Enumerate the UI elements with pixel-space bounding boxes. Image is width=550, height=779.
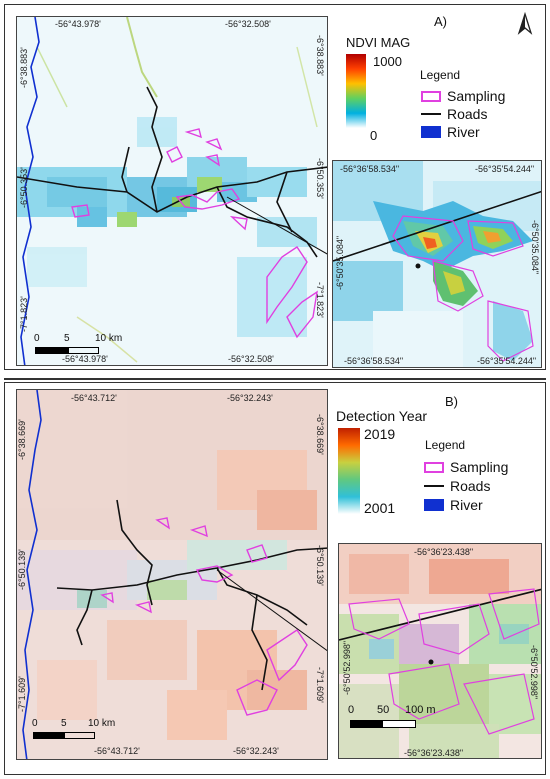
sampling-swatch [421, 90, 441, 102]
panel-a-label: A) [434, 14, 447, 29]
panel-b-legend-sampling: Sampling [424, 459, 508, 475]
panel-b-left-coord-1: -6°38.669' [17, 419, 27, 460]
panel-separator [4, 378, 546, 380]
panel-b-bottom-coord-1: -56°43.712' [94, 746, 140, 756]
panel-b-colorbar-title: Detection Year [336, 408, 428, 424]
panel-b-right-coord-2: -6°50.139' [315, 545, 325, 586]
river-swatch-b [424, 499, 444, 511]
panel-b-left-coord-3: -7°1.609' [17, 676, 27, 712]
panel-a-scale-bar [35, 347, 99, 354]
panel-b-legend-roads: Roads [424, 478, 490, 494]
panel-a-main-map [16, 16, 328, 366]
panel-a-legend-sampling: Sampling [421, 88, 505, 104]
panel-b-legend-title: Legend [425, 438, 466, 452]
panel-a-bottom-coord-1: -56°43.978' [62, 354, 108, 364]
panel-a-legend-roads: Roads [421, 106, 487, 122]
panel-a-inset-left-coord: -6°50'35.084" [335, 235, 345, 290]
panel-a-left-coord-3: -7°1.823' [19, 296, 29, 332]
panel-b-right-coord-3: -7°1.609' [315, 667, 325, 703]
panel-a-frame [4, 4, 546, 370]
roads-swatch-b [424, 485, 444, 487]
sampling-polygons-b [100, 517, 308, 716]
roads-swatch [421, 113, 441, 115]
panel-b-scale-5: 5 [61, 718, 67, 729]
road-lines-b [56, 499, 327, 691]
panel-b-colorbar-max: 2019 [364, 426, 396, 442]
panel-b-bottom-coord-2: -56°32.243' [233, 746, 279, 756]
panel-a-colorbar [346, 54, 366, 128]
panel-a-left-coord-2: -6°50.353' [19, 167, 29, 208]
panel-a-bottom-coord-2: -56°32.508' [228, 354, 274, 364]
panel-b-legend-river: River [424, 497, 483, 513]
panel-a-top-coord-1: -56°43.978' [55, 19, 101, 29]
panel-b-inset-scale-100: 100 m [405, 704, 436, 716]
panel-a-colorbar-title: NDVI MAG [346, 35, 411, 50]
panel-b-inset-map [338, 543, 542, 759]
river-swatch [421, 126, 441, 138]
panel-b-inset-right-coord: -6°50'52.998" [529, 645, 539, 700]
panel-a-inset-top-coord-1: -56°36'58.534" [340, 164, 400, 174]
river-line [20, 17, 40, 365]
panel-a-scale-5: 5 [64, 333, 70, 344]
sampling-polygons [71, 128, 318, 339]
panel-a-right-coord-3: -7°1.823' [315, 282, 325, 318]
panel-a-legend-river: River [421, 124, 480, 140]
panel-b-main-map [16, 389, 328, 760]
ndvi-patches [17, 117, 317, 337]
ndvi-map-a [17, 17, 327, 365]
detection-inset-b [339, 544, 541, 758]
panel-b-inset-left-coord: -6°50'52.998" [342, 640, 352, 695]
panel-a-inset-bottom-coord-2: -56°35'54.244" [477, 356, 537, 366]
inset-pointer-b [216, 569, 327, 652]
panel-b-right-coord-1: -6°38.669' [315, 414, 325, 455]
panel-b-top-coord-1: -56°43.712' [71, 393, 117, 403]
panel-a-colorbar-min: 0 [370, 128, 378, 143]
ndvi-inset-a [333, 161, 541, 367]
river-line-b [22, 390, 42, 759]
panel-b-scale-bar [33, 732, 95, 739]
panel-b-inset-scale-0: 0 [348, 704, 355, 716]
panel-a-inset-right-coord: -6°50'35.084" [530, 220, 540, 275]
north-arrow-icon [517, 12, 533, 35]
panel-b-colorbar [338, 428, 360, 514]
sampling-swatch-b [424, 461, 444, 473]
panel-b-inset-bottom-coord: -56°36'23.438" [404, 748, 464, 758]
panel-b-inset-top-coord: -56°36'23.438" [414, 547, 474, 557]
panel-a-inset-top-coord-2: -56°35'54.244" [475, 164, 535, 174]
panel-a-right-coord-1: -6°38.883' [315, 35, 325, 76]
panel-a-legend-title: Legend [420, 68, 461, 82]
panel-a-inset-map [332, 160, 542, 368]
panel-b-scale-0: 0 [32, 718, 38, 729]
panel-b-frame [4, 382, 546, 775]
panel-a-scale-0: 0 [34, 333, 40, 344]
panel-b-top-coord-2: -56°32.243' [227, 393, 273, 403]
inset-pointer-a [226, 196, 327, 255]
panel-b-left-coord-2: -6°50.139' [17, 549, 27, 590]
panel-b-label: B) [445, 394, 458, 409]
panel-b-inset-scale-50: 50 [377, 704, 390, 716]
panel-a-top-coord-2: -56°32.508' [225, 19, 271, 29]
panel-a-inset-bottom-coord-1: -56°36'58.534" [344, 356, 404, 366]
panel-a-colorbar-max: 1000 [373, 54, 402, 69]
detection-patches [17, 390, 327, 740]
panel-a-right-coord-2: -6°50.353' [315, 158, 325, 199]
detection-year-map-b [17, 390, 327, 759]
panel-a-scale-10: 10 km [95, 333, 123, 344]
panel-b-inset-scale-bar [350, 720, 416, 728]
panel-b-colorbar-min: 2001 [364, 500, 396, 516]
panel-a-left-coord-1: -6°38.883' [19, 47, 29, 88]
panel-b-scale-10: 10 km [88, 718, 116, 729]
